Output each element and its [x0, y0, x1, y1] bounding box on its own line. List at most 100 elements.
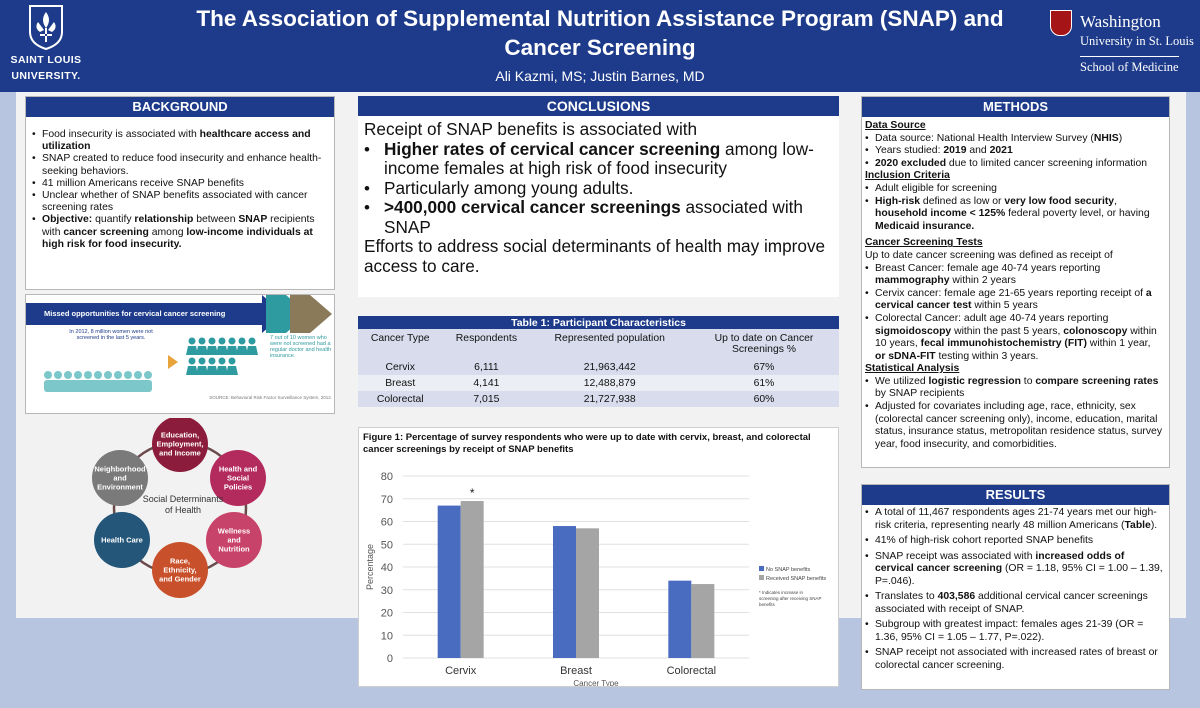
- list-item: We utilized logistic regression to compa…: [865, 376, 1163, 401]
- infographic-stat-left: In 2012, 8 million women were not screen…: [69, 329, 153, 341]
- table-cell: 21,727,938: [530, 391, 689, 407]
- table-cell: 67%: [689, 359, 839, 375]
- table-header: Up to date on Cancer Screenings %: [689, 329, 839, 359]
- conclusions-intro: Receipt of SNAP benefits is associated w…: [364, 119, 698, 139]
- table-header: Represented population: [530, 329, 689, 359]
- background-heading: BACKGROUND: [26, 97, 334, 117]
- table-row: Cervix 6,111 21,963,442 67%: [358, 359, 839, 375]
- y-axis-label: Percentage: [365, 544, 375, 590]
- legend-label: Received SNAP benefits: [766, 576, 826, 582]
- table-cell: 7,015: [442, 391, 531, 407]
- list-item: SNAP receipt was associated with increas…: [865, 551, 1163, 589]
- list-item: 41% of high-risk cohort reported SNAP be…: [865, 535, 1163, 548]
- y-tick-label: 20: [381, 608, 393, 620]
- slu-name-1: SAINT LOUIS: [10, 54, 82, 66]
- table-cell: 12,488,879: [530, 375, 689, 391]
- methods-body: Data Source Data source: National Health…: [862, 117, 1169, 451]
- sdoh-node-label: Wellness and Nutrition: [218, 527, 250, 554]
- slu-name-2: UNIVERSITY.: [11, 70, 81, 82]
- stats-list: We utilized logistic regression to compa…: [865, 376, 1163, 452]
- results-list: A total of 11,467 respondents ages 21-74…: [862, 505, 1169, 672]
- slu-logo: SAINT LOUIS UNIVERSITY.: [4, 4, 88, 82]
- list-item: >400,000 cervical cancer screenings asso…: [364, 197, 833, 237]
- chart-footnote: * Indicates increase in screening after r…: [759, 590, 822, 607]
- table-row: Colorectal 7,015 21,727,938 60%: [358, 391, 839, 407]
- conclusions-heading: CONCLUSIONS: [358, 96, 839, 116]
- bar: [460, 501, 484, 658]
- poster-header: [0, 0, 1200, 92]
- sdoh-node: [94, 512, 150, 568]
- legend-swatch: [759, 566, 764, 571]
- crest-icon: [1050, 10, 1072, 36]
- x-tick-label: Breast: [560, 665, 592, 677]
- table-cell: 4,141: [442, 375, 531, 391]
- list-item: SNAP receipt not associated with increas…: [865, 647, 1163, 672]
- tests-heading: Cancer Screening Tests: [865, 237, 983, 249]
- table-cell: Colorectal: [358, 391, 443, 407]
- participant-table: Table 1: Participant Characteristics Can…: [358, 316, 839, 407]
- infographic: Missed opportunities for cervical cancer…: [25, 294, 335, 414]
- sdoh-node: [92, 450, 148, 506]
- legend-label: No SNAP benefits: [766, 567, 810, 573]
- methods-panel: METHODS Data Source Data source: Nationa…: [861, 96, 1170, 468]
- inclusion-heading: Inclusion Criteria: [865, 170, 950, 182]
- list-item: Adult eligible for screening: [865, 183, 1163, 196]
- table-cell: Cervix: [358, 359, 443, 375]
- methods-heading: METHODS: [862, 97, 1169, 117]
- list-item: Adjusted for covariates including age, r…: [865, 401, 1163, 451]
- women-icon: [186, 337, 258, 375]
- y-tick-label: 30: [381, 585, 393, 597]
- authors: Ali Kazmi, MS; Justin Barnes, MD: [495, 68, 705, 84]
- list-item: 2020 excluded due to limited cancer scre…: [865, 158, 1163, 171]
- sdoh-node: [152, 418, 208, 472]
- table-caption: Table 1: Participant Characteristics: [358, 316, 839, 329]
- arrow-right-icon: [168, 355, 178, 369]
- y-tick-label: 0: [387, 653, 393, 665]
- sdoh-node-label: Health and Social Policies: [219, 465, 258, 492]
- figure-1: Figure 1: Percentage of survey responden…: [358, 427, 839, 687]
- title-line-2: Cancer Screening: [504, 35, 696, 60]
- sdoh-node-label: Health Care: [101, 536, 143, 545]
- list-item: High-risk defined as low or very low foo…: [865, 196, 1163, 234]
- list-item: Translates to 403,586 additional cervica…: [865, 591, 1163, 616]
- x-tick-label: Colorectal: [667, 665, 717, 677]
- y-tick-label: 40: [381, 562, 393, 574]
- table-cell: Breast: [358, 375, 443, 391]
- poster-title: The Association of Supplemental Nutritio…: [110, 4, 1090, 62]
- list-item: SNAP created to reduce food insecurity a…: [32, 153, 326, 177]
- people-crowd-icon: [44, 371, 152, 392]
- conclusions-list: Higher rates of cervical cancer screenin…: [364, 139, 833, 238]
- results-panel: RESULTS A total of 11,467 respondents ag…: [861, 484, 1170, 690]
- sdoh-node-label: Race, Ethnicity, and Gender: [159, 557, 201, 584]
- list-item: Years studied: 2019 and 2021: [865, 145, 1163, 158]
- wustl-name-3: School of Medicine: [1080, 56, 1179, 75]
- significance-marker: *: [470, 486, 475, 500]
- list-item: Food insecurity is associated with healt…: [32, 129, 326, 153]
- table-cell: 60%: [689, 391, 839, 407]
- y-tick-label: 50: [381, 539, 393, 551]
- list-item: Colorectal Cancer: adult age 40-74 years…: [865, 313, 1163, 363]
- infographic-source: SOURCE: Behavioral Risk Factor Surveilla…: [209, 395, 332, 400]
- tests-list: Breast Cancer: female age 40-74 years re…: [865, 263, 1163, 364]
- data-source-list: Data source: National Health Interview S…: [865, 133, 1163, 171]
- infographic-stat-right: 7 out of 10 women who were not screened …: [270, 335, 332, 359]
- background-list: Food insecurity is associated with healt…: [26, 117, 334, 251]
- arrow-icon: [310, 295, 332, 333]
- arrow-band-olive: [290, 295, 310, 333]
- conclusions-body: Receipt of SNAP benefits is associated w…: [358, 116, 839, 276]
- arrow-band-teal: [266, 295, 286, 333]
- bar: [553, 526, 576, 658]
- bar: [437, 505, 461, 658]
- table-header: Cancer Type: [358, 329, 443, 359]
- chart-title: Figure 1: Percentage of survey responden…: [363, 432, 811, 455]
- sdoh-node: [206, 512, 262, 568]
- infographic-banner: Missed opportunities for cervical cancer…: [26, 303, 262, 325]
- list-item: Cervix cancer: female age 21-65 years re…: [865, 288, 1163, 313]
- list-item: Higher rates of cervical cancer screenin…: [364, 139, 833, 179]
- list-item: A total of 11,467 respondents ages 21-74…: [865, 507, 1163, 532]
- list-item: Subgroup with greatest impact: females a…: [865, 619, 1163, 644]
- chart-svg: 0 10 20 30 40 50 60 70 80 Percentage Cervix Breast C…: [365, 471, 826, 686]
- y-tick-label: 80: [381, 471, 393, 483]
- y-tick-label: 60: [381, 517, 393, 529]
- sdoh-node: [152, 542, 208, 598]
